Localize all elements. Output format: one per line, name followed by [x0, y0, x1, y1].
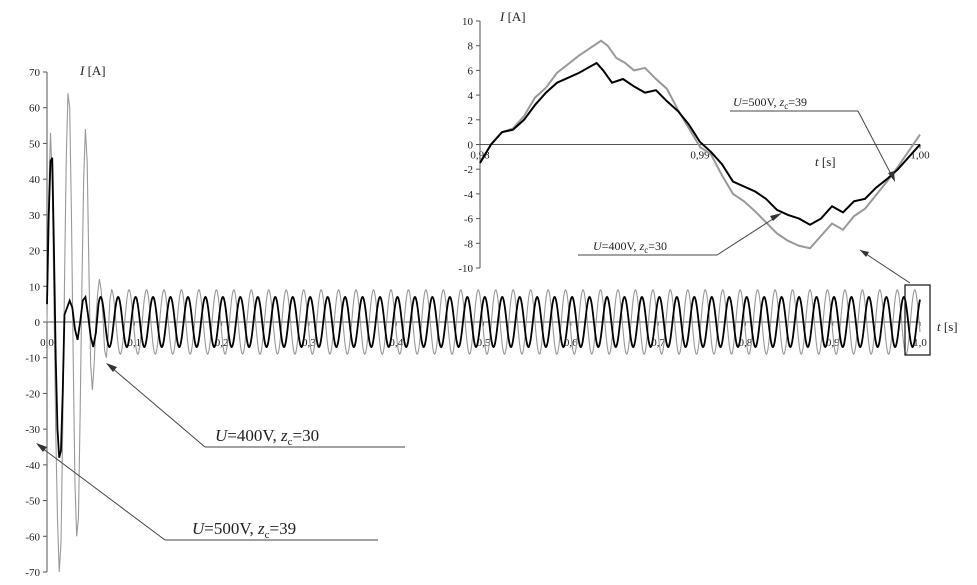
- main-y-tick-label: 50: [29, 138, 41, 150]
- inset-x-tick-label: 1,00: [910, 150, 930, 162]
- main-x-tick-label: 0,9: [826, 337, 840, 349]
- main-x-tick-label: 1,0: [913, 337, 927, 349]
- inset-y-tick-label: 0: [468, 140, 474, 152]
- main-y-axis-var: I: [79, 63, 85, 78]
- inset-y-tick-label: -10: [458, 263, 473, 275]
- main-annotation-500v-leader: [41, 447, 166, 541]
- inset-annotation-400v-leader: [716, 216, 777, 256]
- main-annotation-400v-arrowhead: [106, 363, 117, 372]
- inset-annotation-500v: U=500V, zc=39: [733, 95, 807, 111]
- main-y-tick-label: 10: [29, 281, 41, 293]
- main-annotation-500v: U=500V, zc=39: [192, 519, 296, 541]
- inset-series: [479, 39, 921, 250]
- inset-annotation-400v: U=400V, zc=30: [593, 239, 667, 255]
- inset-x-axis-label: t [s]: [815, 154, 836, 169]
- inset-y-tick-label: -4: [464, 189, 474, 201]
- main-annotation-400v-leader: [111, 367, 206, 448]
- inset-annotation-400v-arrowhead: [770, 213, 782, 221]
- inset-y-axis-var: I: [499, 9, 505, 24]
- inset-y-tick-label: 4: [468, 90, 474, 102]
- main-x-tick-label: 0,6: [564, 337, 578, 349]
- main-y-tick-label: 30: [29, 210, 41, 222]
- inset-annotation-500v-arrowhead: [888, 171, 895, 182]
- main-x-axis-unit: [s]: [941, 319, 958, 334]
- inset-y-tick-label: -8: [464, 238, 474, 250]
- inset-x-axis-unit: [s]: [819, 154, 836, 169]
- main-annotation-400v: U=400V, zc=30: [215, 426, 319, 448]
- main-x-tick-label: 0,1: [127, 337, 141, 349]
- main-y-tick-label: 40: [29, 174, 41, 186]
- main-series-grey-line: [46, 93, 921, 573]
- inset-y-tick-label: -6: [464, 214, 474, 226]
- main-x-tick-label: 0,5: [477, 337, 491, 349]
- main-series-black-line: [46, 157, 921, 458]
- inset-y-axis-label: I [A]: [499, 9, 526, 24]
- main-x-ticks: 0,0 0,1 0,2 0,3 0,4 0,5 0,6 0,7 0,8 0,9 1,0: [40, 322, 927, 349]
- inset-zoom-link-arrow: [859, 249, 911, 284]
- inset-x-ticks: 0,98 0,99 1,00: [470, 144, 930, 162]
- main-x-tick-label: 0,3: [302, 337, 316, 349]
- zoom-region-box: [904, 284, 931, 356]
- inset-x-axis-var: t: [815, 154, 819, 169]
- inset-y-tick-label: 10: [462, 16, 474, 28]
- main-y-tick-label: 0: [35, 317, 41, 329]
- main-y-tick-label: 70: [29, 67, 41, 79]
- main-y-tick-label: -50: [25, 496, 40, 508]
- main-x-tick-label: 0,2: [215, 337, 229, 349]
- main-x-tick-label: 0,7: [651, 337, 665, 349]
- inset-y-axis-unit: [A]: [504, 9, 525, 24]
- main-y-tick-label: -30: [25, 424, 40, 436]
- main-x-axis-label: t [s]: [937, 319, 958, 334]
- main-annotation-500v-arrowhead: [36, 443, 47, 452]
- main-y-tick-label: -40: [25, 460, 40, 472]
- main-y-tick-label: -60: [25, 531, 40, 543]
- main-y-tick-label: -10: [25, 353, 40, 365]
- inset-x-tick-label: 0,99: [690, 150, 710, 162]
- inset-y-tick-label: 6: [468, 65, 474, 77]
- main-series: [46, 93, 921, 573]
- inset-series-grey-line: [479, 39, 921, 250]
- inset-annotation-500v-leader: [857, 110, 893, 177]
- main-y-tick-label: 60: [29, 103, 41, 115]
- main-x-axis-var: t: [937, 319, 941, 334]
- inset-series-black-line: [479, 61, 921, 226]
- main-y-axis-label: I [A]: [79, 63, 106, 78]
- main-y-axis-unit: [A]: [84, 63, 105, 78]
- main-y-ticks: 70 60 50 40 30 20 10 0 -10 -20 -30 -40 -50 -60 -70: [25, 67, 47, 579]
- main-x-tick-label: 0,8: [739, 337, 753, 349]
- main-y-tick-label: -70: [25, 567, 40, 579]
- main-y-tick-label: -20: [25, 388, 40, 400]
- main-y-tick-label: 20: [29, 246, 41, 258]
- inset-y-ticks: 10 8 6 4 2 0 -2 -4 -6 -8 -10: [458, 16, 480, 275]
- inset-y-tick-label: 8: [468, 41, 474, 53]
- inset-zoom-link-arrowhead: [860, 250, 869, 257]
- main-x-tick-label: 0,4: [389, 337, 403, 349]
- inset-y-tick-label: 2: [468, 115, 474, 127]
- inset-y-tick-label: -2: [464, 164, 473, 176]
